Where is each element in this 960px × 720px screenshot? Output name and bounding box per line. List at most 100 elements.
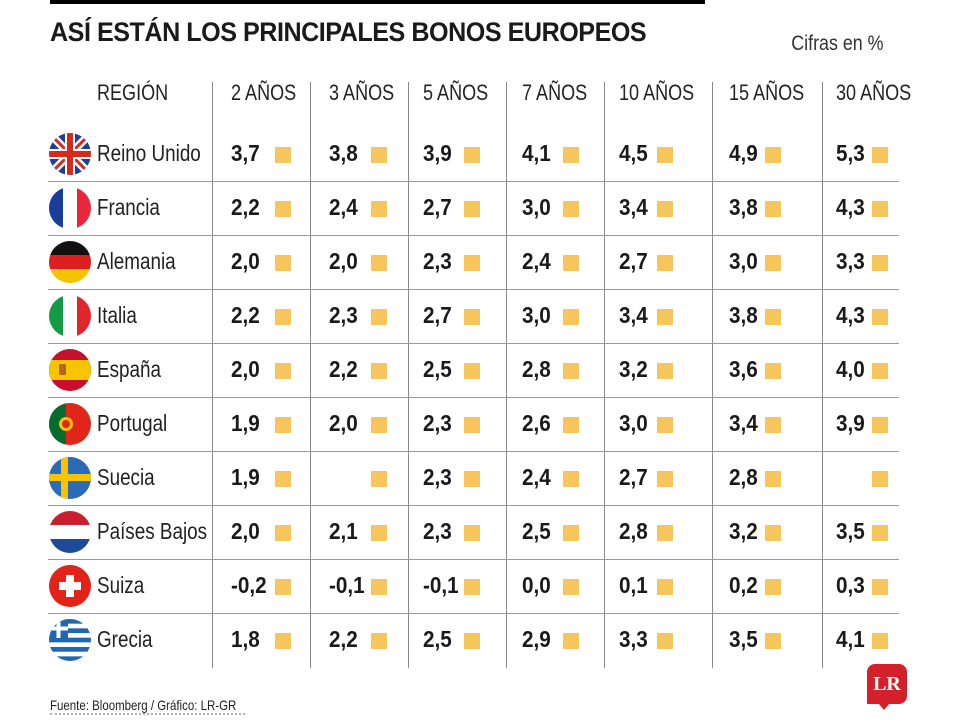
yield-marker-square — [275, 417, 291, 433]
yield-marker-square — [872, 309, 888, 325]
yield-marker-square — [872, 363, 888, 379]
yield-marker-square — [765, 201, 781, 217]
yield-value: 3,0 — [729, 248, 758, 274]
row-divider — [48, 289, 899, 290]
yield-value: 3,9 — [423, 140, 452, 166]
region-header: REGIÓN — [97, 80, 169, 105]
yield-marker-square — [464, 417, 480, 433]
country-name: España — [97, 356, 161, 382]
yield-value: -0,1 — [329, 572, 365, 598]
column-header-6: 15 AÑOS — [729, 80, 805, 105]
greece-flag-icon — [49, 619, 91, 661]
yield-value: 2,0 — [329, 410, 358, 436]
yield-value: 3,0 — [522, 302, 551, 328]
table-row: Italia 2,2 2,3 2,7 3,0 3,4 3,8 4,3 — [0, 289, 960, 343]
yield-marker-square — [464, 525, 480, 541]
italy-flag-icon — [49, 295, 91, 337]
yield-marker-square — [765, 417, 781, 433]
yield-marker-square — [371, 309, 387, 325]
country-name: Reino Unido — [97, 140, 201, 166]
yield-marker-square — [657, 147, 673, 163]
row-divider — [48, 343, 899, 344]
yield-marker-square — [657, 255, 673, 271]
column-header-1: 2 AÑOS — [231, 80, 297, 105]
table-row: Suiza -0,2 -0,1 -0,1 0,0 0,1 0,2 0,3 — [0, 559, 960, 613]
yield-marker-square — [371, 579, 387, 595]
yield-marker-square — [464, 633, 480, 649]
yield-marker-square — [657, 525, 673, 541]
yield-value: 2,2 — [231, 194, 260, 220]
yield-value: 2,0 — [231, 248, 260, 274]
yield-marker-square — [371, 525, 387, 541]
table-row: Grecia 1,8 2,2 2,5 2,9 3,3 3,5 4,1 — [0, 613, 960, 667]
column-divider — [310, 82, 311, 668]
yield-marker-square — [657, 417, 673, 433]
yield-marker-square — [563, 363, 579, 379]
row-divider — [48, 613, 899, 614]
yield-marker-square — [563, 201, 579, 217]
yield-value: 2,2 — [329, 626, 358, 652]
yield-value: 2,4 — [522, 464, 551, 490]
yield-value: 2,9 — [522, 626, 551, 652]
country-name: Portugal — [97, 410, 168, 436]
row-divider — [48, 505, 899, 506]
yield-value: 2,2 — [329, 356, 358, 382]
yield-marker-square — [657, 201, 673, 217]
yield-value: 2,0 — [231, 356, 260, 382]
yield-marker-square — [872, 633, 888, 649]
yield-value: 3,3 — [619, 626, 648, 652]
yield-value: 2,7 — [619, 464, 648, 490]
yield-marker-square — [563, 579, 579, 595]
top-rule — [50, 0, 705, 4]
table-row: Alemania 2,0 2,0 2,3 2,4 2,7 3,0 3,3 — [0, 235, 960, 289]
yield-value: 2,5 — [423, 356, 452, 382]
yield-marker-square — [371, 147, 387, 163]
yield-marker-square — [371, 255, 387, 271]
yield-marker-square — [765, 309, 781, 325]
yield-value: 2,3 — [423, 248, 452, 274]
row-divider — [48, 235, 899, 236]
yield-value: 3,4 — [729, 410, 758, 436]
table-row: Países Bajos 2,0 2,1 2,3 2,5 2,8 3,2 3,5 — [0, 505, 960, 559]
column-divider — [822, 82, 823, 668]
table-row: España 2,0 2,2 2,5 2,8 3,2 3,6 4,0 — [0, 343, 960, 397]
yield-value: 4,0 — [836, 356, 865, 382]
yield-marker-square — [765, 579, 781, 595]
yield-value: 1,8 — [231, 626, 260, 652]
lr-logo-tail — [878, 703, 890, 710]
yield-value: 2,8 — [522, 356, 551, 382]
spain-flag-icon — [49, 349, 91, 391]
yield-marker-square — [464, 201, 480, 217]
yield-marker-square — [275, 579, 291, 595]
source-note: Fuente: Bloomberg / Gráfico: LR-GR — [50, 697, 237, 713]
yield-marker-square — [657, 471, 673, 487]
yield-marker-square — [371, 633, 387, 649]
column-divider — [506, 82, 507, 668]
yield-marker-square — [657, 363, 673, 379]
yield-value: 3,5 — [729, 626, 758, 652]
yield-value: 3,0 — [522, 194, 551, 220]
yield-value: 3,4 — [619, 302, 648, 328]
yield-marker-square — [371, 363, 387, 379]
sweden-flag-icon — [49, 457, 91, 499]
table-row: Francia 2,2 2,4 2,7 3,0 3,4 3,8 4,3 — [0, 181, 960, 235]
yield-marker-square — [464, 147, 480, 163]
yield-value: 2,7 — [423, 194, 452, 220]
yield-marker-square — [464, 309, 480, 325]
yield-value: 4,9 — [729, 140, 758, 166]
yield-value: 0,3 — [836, 572, 865, 598]
yield-marker-square — [275, 255, 291, 271]
yield-marker-square — [657, 633, 673, 649]
yield-marker-square — [371, 201, 387, 217]
yield-marker-square — [275, 363, 291, 379]
yield-value: 2,2 — [231, 302, 260, 328]
yield-value: 4,3 — [836, 302, 865, 328]
table-row: Suecia 1,9 2,3 2,4 2,7 2,8 — [0, 451, 960, 505]
yield-value: 2,8 — [729, 464, 758, 490]
yield-marker-square — [371, 417, 387, 433]
column-header-3: 5 AÑOS — [423, 80, 489, 105]
yield-value: 3,6 — [729, 356, 758, 382]
yield-marker-square — [563, 147, 579, 163]
yield-value: 2,1 — [329, 518, 358, 544]
yield-marker-square — [872, 147, 888, 163]
